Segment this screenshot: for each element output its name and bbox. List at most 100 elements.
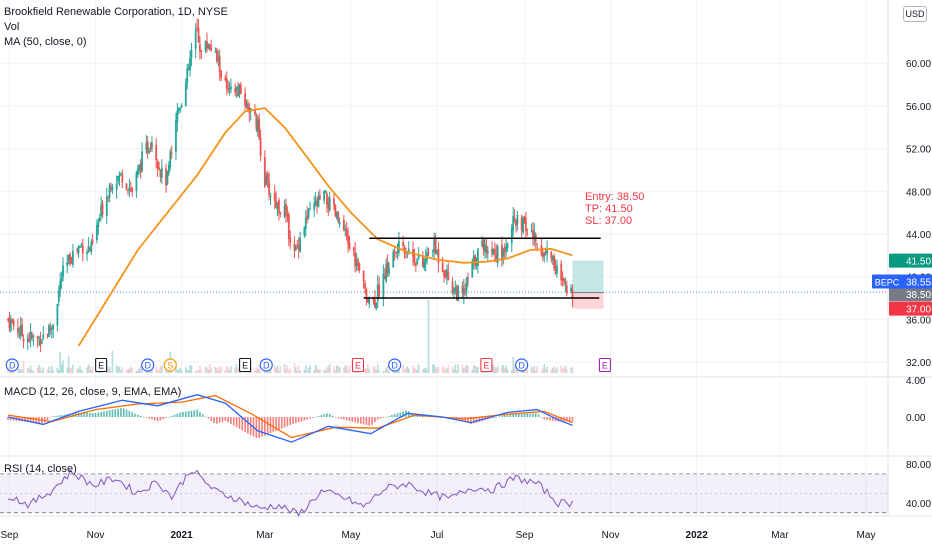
candle-body[interactable] bbox=[275, 200, 278, 209]
candle-body[interactable] bbox=[36, 336, 39, 339]
candle-body[interactable] bbox=[486, 250, 489, 254]
candle-body[interactable] bbox=[503, 246, 506, 253]
candle-body[interactable] bbox=[293, 243, 296, 252]
candle-body[interactable] bbox=[334, 204, 337, 217]
candle-body[interactable] bbox=[485, 246, 488, 252]
candle-body[interactable] bbox=[501, 244, 503, 259]
candle-body[interactable] bbox=[111, 186, 114, 190]
candle-body[interactable] bbox=[169, 151, 172, 168]
candle-body[interactable] bbox=[323, 190, 326, 201]
candle-body[interactable] bbox=[338, 221, 341, 225]
candle-body[interactable] bbox=[358, 263, 361, 271]
candle-body[interactable] bbox=[97, 222, 100, 228]
candle-body[interactable] bbox=[279, 211, 282, 214]
candle-body[interactable] bbox=[299, 237, 302, 252]
candle-body[interactable] bbox=[471, 261, 474, 278]
candle-body[interactable] bbox=[441, 262, 444, 272]
candle-body[interactable] bbox=[76, 249, 79, 251]
currency-button[interactable]: USD bbox=[903, 6, 927, 22]
dividend-marker[interactable] bbox=[259, 358, 273, 372]
candle-body[interactable] bbox=[258, 118, 261, 139]
candle-body[interactable] bbox=[283, 206, 286, 217]
candle-body[interactable] bbox=[22, 338, 25, 342]
candle-body[interactable] bbox=[184, 83, 187, 106]
candle-body[interactable] bbox=[335, 212, 338, 219]
candle-body[interactable] bbox=[453, 289, 455, 294]
candle-body[interactable] bbox=[206, 41, 208, 48]
candle-body[interactable] bbox=[342, 219, 345, 231]
candle-body[interactable] bbox=[550, 251, 553, 259]
earnings-marker[interactable] bbox=[95, 357, 108, 373]
symbol-badge[interactable] bbox=[872, 274, 902, 289]
candle-body[interactable] bbox=[269, 195, 272, 198]
candle-body[interactable] bbox=[256, 119, 259, 132]
candle-body[interactable] bbox=[431, 250, 434, 252]
candle-body[interactable] bbox=[564, 282, 567, 285]
split-marker[interactable] bbox=[163, 358, 177, 372]
candle-body[interactable] bbox=[328, 197, 331, 210]
candle-body[interactable] bbox=[129, 188, 132, 190]
candle-body[interactable] bbox=[159, 169, 162, 177]
candle-body[interactable] bbox=[7, 318, 9, 320]
candle-body[interactable] bbox=[179, 108, 182, 111]
volume-legend[interactable]: Vol bbox=[4, 21, 20, 33]
candle-body[interactable] bbox=[348, 243, 351, 249]
candle-body[interactable] bbox=[268, 180, 270, 195]
candle-body[interactable] bbox=[46, 334, 49, 336]
candle-body[interactable] bbox=[475, 264, 478, 267]
candle-body[interactable] bbox=[285, 203, 287, 215]
candle-body[interactable] bbox=[115, 183, 118, 190]
candle-body[interactable] bbox=[393, 250, 396, 252]
dividend-marker[interactable] bbox=[141, 358, 155, 372]
candle-body[interactable] bbox=[395, 252, 397, 254]
candle-body[interactable] bbox=[337, 212, 340, 222]
candle-body[interactable] bbox=[108, 184, 111, 198]
candle-body[interactable] bbox=[287, 214, 290, 239]
candle-body[interactable] bbox=[100, 205, 103, 217]
ma-line[interactable] bbox=[77, 107, 573, 347]
candle-body[interactable] bbox=[565, 285, 568, 294]
candle-body[interactable] bbox=[138, 164, 141, 170]
candle-body[interactable] bbox=[520, 217, 523, 231]
candle-body[interactable] bbox=[304, 217, 307, 229]
candle-body[interactable] bbox=[29, 331, 32, 339]
candle-body[interactable] bbox=[502, 249, 505, 257]
candle-body[interactable] bbox=[344, 229, 347, 231]
candle-body[interactable] bbox=[118, 174, 121, 177]
candle-body[interactable] bbox=[461, 286, 464, 293]
candle-body[interactable] bbox=[238, 84, 241, 95]
candle-body[interactable] bbox=[194, 30, 197, 49]
candle-body[interactable] bbox=[368, 298, 371, 305]
candle-body[interactable] bbox=[239, 84, 242, 94]
candle-body[interactable] bbox=[516, 214, 519, 225]
macd-line[interactable] bbox=[7, 394, 573, 443]
candle-body[interactable] bbox=[276, 202, 279, 211]
candle-body[interactable] bbox=[160, 167, 163, 178]
candle-body[interactable] bbox=[39, 338, 42, 346]
candle-body[interactable] bbox=[207, 44, 210, 49]
candle-body[interactable] bbox=[200, 50, 203, 52]
candle-body[interactable] bbox=[31, 334, 33, 338]
candle-body[interactable] bbox=[443, 270, 445, 277]
candle-body[interactable] bbox=[62, 265, 64, 278]
candle-body[interactable] bbox=[265, 175, 268, 185]
candle-body[interactable] bbox=[457, 285, 460, 301]
candle-body[interactable] bbox=[189, 57, 191, 70]
candle-body[interactable] bbox=[362, 270, 365, 281]
candle-body[interactable] bbox=[444, 275, 447, 278]
candle-body[interactable] bbox=[80, 243, 83, 245]
candle-body[interactable] bbox=[474, 255, 477, 266]
candle-body[interactable] bbox=[477, 248, 479, 266]
candle-body[interactable] bbox=[383, 275, 386, 280]
candle-body[interactable] bbox=[510, 227, 513, 244]
candle-body[interactable] bbox=[554, 268, 557, 274]
candle-body[interactable] bbox=[18, 334, 21, 336]
candle-body[interactable] bbox=[464, 290, 467, 292]
take-profit-badge[interactable] bbox=[889, 253, 932, 268]
candle-body[interactable] bbox=[145, 143, 148, 151]
candle-body[interactable] bbox=[515, 219, 517, 227]
candle-body[interactable] bbox=[455, 286, 458, 300]
candle-body[interactable] bbox=[326, 193, 328, 205]
candle-body[interactable] bbox=[347, 234, 349, 244]
